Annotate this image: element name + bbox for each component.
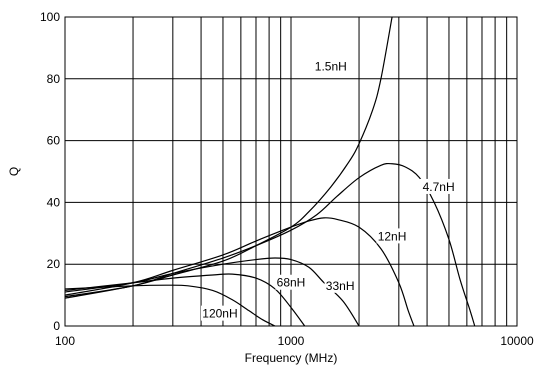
y-axis-label: Q xyxy=(7,167,21,176)
series-label-backing xyxy=(311,58,350,74)
series-line-5 xyxy=(64,284,276,327)
tick-labels: 100 1000 10000 0 20 40 60 80 100 xyxy=(40,10,534,348)
series-label: 4.7nH xyxy=(423,180,455,194)
x-tick-label: 1000 xyxy=(278,334,305,348)
series-label-backing xyxy=(275,274,307,290)
series-label: 33nH xyxy=(326,279,355,293)
series-label-backing xyxy=(419,178,458,194)
y-tick-label: 100 xyxy=(40,10,60,24)
grid xyxy=(65,17,517,326)
series-label-backing xyxy=(200,305,239,321)
series-line-1 xyxy=(64,162,476,327)
series-label-backing xyxy=(324,277,356,293)
series-label: 120nH xyxy=(202,307,237,321)
y-tick-label: 20 xyxy=(47,257,61,271)
series-line-0 xyxy=(64,16,393,299)
x-axis-label: Frequency (MHz) xyxy=(245,351,338,365)
x-tick-label: 100 xyxy=(55,334,75,348)
y-tick-label: 40 xyxy=(47,195,61,209)
y-tick-label: 60 xyxy=(47,134,61,148)
series-lines xyxy=(64,16,476,327)
y-tick-label: 80 xyxy=(47,72,61,86)
plot-frame xyxy=(64,16,518,327)
series-label-backing xyxy=(376,228,408,244)
series-labels: 1.5nH 4.7nH 12nH 33nH 68nH 120nH xyxy=(200,58,458,321)
series-label: 1.5nH xyxy=(315,59,347,73)
series-label: 68nH xyxy=(277,276,306,290)
x-tick-label: 10000 xyxy=(500,334,534,348)
y-tick-label: 0 xyxy=(53,319,60,333)
series-line-4 xyxy=(64,273,306,327)
series-line-2 xyxy=(64,217,415,327)
series-label: 12nH xyxy=(378,229,407,243)
